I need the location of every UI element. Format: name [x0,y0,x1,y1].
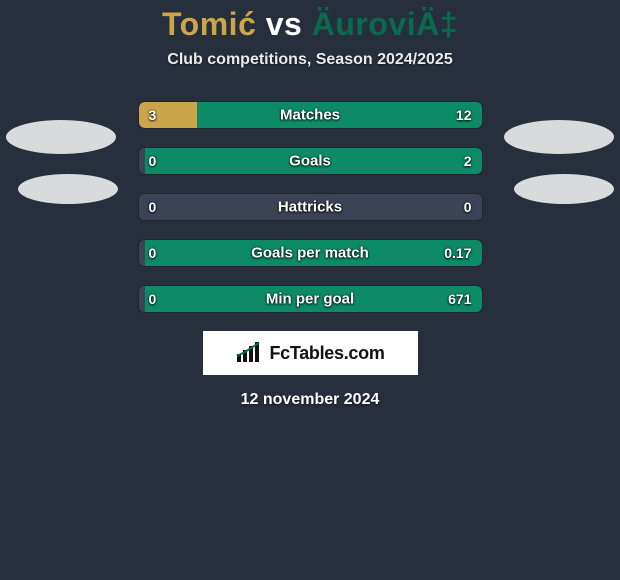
stat-bar: 0 2 Goals [138,147,483,175]
bar-value-left: 0 [149,245,157,261]
stat-bar: 0 0 Hattricks [138,193,483,221]
stat-bar: 3 12 Matches [138,101,483,129]
stat-bar: 0 0.17 Goals per match [138,239,483,267]
avatar-right-1 [504,120,614,154]
bar-value-left: 0 [149,291,157,307]
bar-value-right: 0 [464,199,472,215]
bar-value-left: 0 [149,153,157,169]
bar-label: Goals per match [251,245,369,262]
bar-label: Min per goal [266,291,354,308]
bar-value-right: 671 [448,291,471,307]
bar-value-right: 12 [456,107,472,123]
page-title: Tomić vs ÄuroviÄ‡ [0,6,620,43]
avatar-left-2 [18,174,118,204]
bar-label: Hattricks [278,199,342,216]
bar-fill-left [139,102,197,128]
avatar-right-2 [514,174,614,204]
date-label: 12 november 2024 [0,391,620,409]
bar-value-right: 0.17 [444,245,471,261]
avatar-left-1 [6,120,116,154]
logo-box[interactable]: FcTables.com [203,331,418,375]
bar-label: Matches [280,107,340,124]
bar-label: Goals [289,153,331,170]
player1-name: Tomić [162,6,256,42]
stat-bar: 0 671 Min per goal [138,285,483,313]
subtitle: Club competitions, Season 2024/2025 [0,51,620,69]
player2-name: ÄuroviÄ‡ [312,6,458,42]
bar-value-left: 3 [149,107,157,123]
bar-value-left: 0 [149,199,157,215]
barchart-icon [235,342,263,364]
bar-value-right: 2 [464,153,472,169]
title-sep: vs [256,6,311,42]
logo-text: FcTables.com [269,343,384,364]
